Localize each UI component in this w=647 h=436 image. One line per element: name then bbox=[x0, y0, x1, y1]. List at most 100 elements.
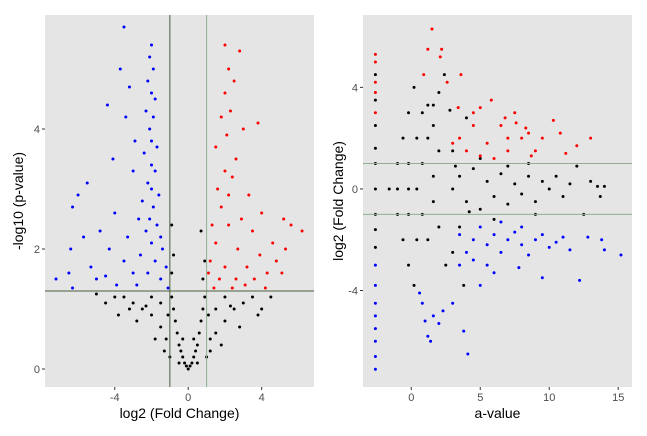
data-point bbox=[558, 131, 562, 135]
data-point bbox=[107, 247, 111, 251]
data-point bbox=[437, 225, 441, 229]
data-point bbox=[149, 163, 153, 167]
data-point bbox=[170, 223, 174, 227]
data-point bbox=[598, 195, 602, 199]
data-point bbox=[203, 295, 207, 299]
data-point bbox=[589, 136, 593, 140]
data-point bbox=[133, 139, 137, 143]
data-point bbox=[524, 126, 528, 130]
y-tick-label: 2 bbox=[34, 244, 40, 256]
data-point bbox=[241, 301, 245, 305]
data-point bbox=[373, 60, 377, 64]
data-point bbox=[223, 265, 227, 269]
data-point bbox=[564, 151, 568, 155]
data-point bbox=[228, 109, 232, 113]
data-point bbox=[177, 361, 181, 365]
y-tick-label: -4 bbox=[348, 286, 358, 298]
data-point bbox=[373, 98, 377, 102]
data-point bbox=[175, 331, 179, 335]
data-point bbox=[401, 238, 405, 242]
data-point bbox=[194, 349, 198, 353]
x-axis-label: log2 (Fold Change) bbox=[120, 405, 240, 421]
data-point bbox=[239, 217, 243, 221]
data-point bbox=[431, 123, 435, 127]
data-point bbox=[437, 149, 441, 153]
data-point bbox=[271, 241, 275, 245]
data-point bbox=[520, 225, 524, 229]
data-point bbox=[440, 47, 444, 51]
data-point bbox=[478, 106, 482, 110]
data-point bbox=[243, 283, 247, 287]
data-point bbox=[216, 187, 220, 191]
data-point bbox=[219, 205, 223, 209]
data-point bbox=[181, 355, 185, 359]
data-point bbox=[230, 286, 234, 290]
data-point bbox=[596, 184, 600, 188]
data-point bbox=[183, 361, 187, 365]
data-point bbox=[600, 238, 604, 242]
y-tick-label: 4 bbox=[34, 124, 40, 136]
data-point bbox=[153, 97, 157, 101]
ma-plot-panel: 0 5 10 15 -4 0 4 a-value log2 (Fold Change) bbox=[330, 15, 632, 421]
data-point bbox=[464, 250, 468, 254]
data-point bbox=[159, 235, 163, 239]
data-point bbox=[373, 111, 377, 115]
data-point bbox=[155, 223, 159, 227]
data-point bbox=[188, 364, 192, 368]
data-point bbox=[223, 169, 227, 173]
data-point bbox=[149, 241, 153, 245]
data-point bbox=[127, 85, 131, 89]
panel-background bbox=[45, 15, 314, 387]
data-point bbox=[184, 364, 188, 368]
data-point bbox=[135, 319, 139, 323]
data-point bbox=[568, 182, 572, 186]
data-point bbox=[241, 127, 245, 131]
data-point bbox=[492, 217, 496, 221]
panel-background bbox=[363, 15, 632, 387]
data-point bbox=[418, 291, 422, 295]
data-point bbox=[445, 80, 449, 84]
data-point bbox=[430, 27, 434, 31]
data-point bbox=[236, 247, 240, 251]
data-point bbox=[478, 283, 482, 287]
data-point bbox=[115, 283, 119, 287]
data-point bbox=[426, 136, 430, 140]
data-point bbox=[223, 91, 227, 95]
data-point bbox=[195, 361, 199, 365]
data-point bbox=[466, 352, 470, 356]
data-point bbox=[146, 181, 150, 185]
data-point bbox=[429, 339, 433, 343]
data-point bbox=[527, 131, 531, 135]
data-point bbox=[104, 301, 108, 305]
data-point bbox=[144, 229, 148, 233]
data-point bbox=[506, 136, 510, 140]
data-point bbox=[223, 295, 227, 299]
data-point bbox=[471, 238, 475, 242]
data-point bbox=[619, 253, 623, 257]
data-point bbox=[395, 187, 399, 191]
data-point bbox=[105, 103, 109, 107]
data-point bbox=[485, 141, 489, 145]
data-point bbox=[462, 329, 466, 333]
data-point bbox=[520, 192, 524, 196]
data-point bbox=[426, 334, 430, 338]
data-point bbox=[458, 263, 462, 267]
data-point bbox=[170, 295, 174, 299]
data-point bbox=[485, 179, 489, 183]
data-point bbox=[284, 247, 288, 251]
data-point bbox=[250, 295, 254, 299]
data-point bbox=[172, 253, 176, 257]
data-point bbox=[142, 151, 146, 155]
data-point bbox=[161, 247, 165, 251]
data-point bbox=[238, 325, 242, 329]
data-point bbox=[280, 271, 284, 275]
data-point bbox=[126, 235, 130, 239]
data-point bbox=[170, 271, 174, 275]
y-tick-label: 4 bbox=[352, 82, 358, 94]
data-point bbox=[458, 225, 462, 229]
data-point bbox=[431, 314, 435, 318]
data-point bbox=[219, 115, 223, 119]
data-point bbox=[453, 164, 457, 168]
data-point bbox=[265, 271, 269, 275]
data-point bbox=[451, 141, 455, 145]
